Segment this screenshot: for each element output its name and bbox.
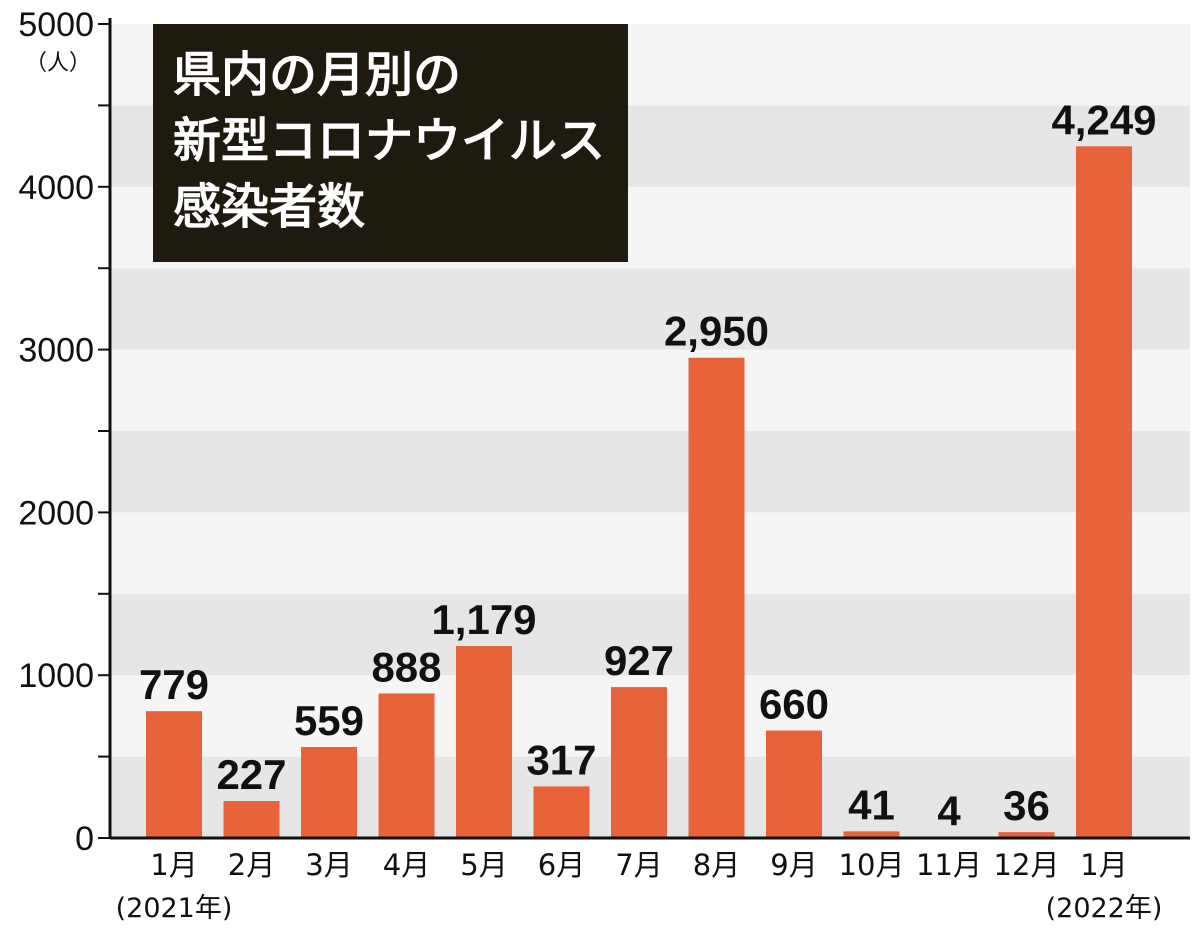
bar-value-label: 41 (848, 781, 895, 828)
bar-value-label: 36 (1003, 782, 1050, 829)
y-ticks-group: 0 1000 2000 3000 4000 5000 (18, 6, 110, 858)
x-tick-label: 1月 (150, 848, 197, 882)
chart-title-box: 県内の月別の 新型コロナウイルス 感染者数 (153, 24, 628, 262)
bar (688, 357, 745, 838)
chart-title-line-2: 新型コロナウイルス (173, 113, 606, 169)
bar-value-label: 1,179 (431, 596, 536, 643)
x-ticks-group: 1月 (2021年) 2月 3月 4月 5月 6月 7月 8月 9月 10月 11月 12月 1月 (202… (116, 848, 1163, 924)
bar (378, 693, 435, 838)
y-unit-label: （人） (25, 51, 91, 76)
bar (611, 687, 667, 838)
bar-value-label: 660 (759, 681, 829, 728)
grid-band (110, 512, 1190, 594)
bar-value-label: 888 (371, 643, 441, 690)
bar (766, 730, 822, 838)
chart-title-line-1: 県内の月別の (173, 47, 462, 103)
x-tick-label: 9月 (770, 848, 817, 882)
grid-band (110, 593, 1190, 676)
bar-value-label: 927 (604, 637, 674, 684)
bar (146, 711, 202, 838)
bar-value-label: 559 (294, 697, 364, 744)
bar (456, 646, 512, 838)
grid-band (110, 349, 1190, 431)
bar-value-label: 317 (526, 736, 596, 783)
x-tick-label: 8月 (693, 848, 740, 882)
bar (533, 786, 590, 838)
bar-value-label: 779 (139, 661, 209, 708)
y-tick-label: 1000 (18, 657, 94, 695)
x-tick-label: 12月 (994, 848, 1060, 882)
grid-band (110, 268, 1190, 350)
x-tick-label: 3月 (305, 848, 352, 882)
y-tick-label: 4000 (18, 169, 94, 207)
x-tick-label: 11月 (916, 848, 982, 882)
bar-value-label: 227 (216, 751, 286, 798)
bar (1076, 146, 1132, 838)
x-tick-label: 6月 (538, 848, 585, 882)
bar (998, 832, 1055, 838)
axes-group (108, 18, 1190, 840)
bar-value-label: 4,249 (1051, 96, 1156, 143)
x-tick-label: 10月 (839, 848, 905, 882)
y-tick-label: 0 (75, 820, 94, 858)
x-tick-label: 5月 (460, 848, 507, 882)
y-tick-label: 2000 (18, 494, 94, 532)
x-tick-sublabel: (2021年) (116, 893, 233, 924)
x-tick-sublabel: (2022年) (1046, 893, 1163, 924)
y-tick-label: 3000 (18, 332, 94, 370)
x-tick-label: 7月 (615, 848, 662, 882)
y-tick-label: 5000 (18, 6, 94, 44)
chart-title-line-3: 感染者数 (173, 179, 366, 235)
grid-band (110, 431, 1190, 513)
bar-value-label: 4 (937, 787, 961, 834)
x-tick-label: 2月 (228, 848, 275, 882)
bar-value-label: 2,950 (664, 308, 769, 355)
bars-group (146, 146, 1132, 838)
bar (223, 801, 280, 838)
x-tick-label: 4月 (383, 848, 430, 882)
bar (843, 831, 900, 838)
x-tick-label: 1月 (1080, 848, 1127, 882)
bar (301, 746, 357, 838)
